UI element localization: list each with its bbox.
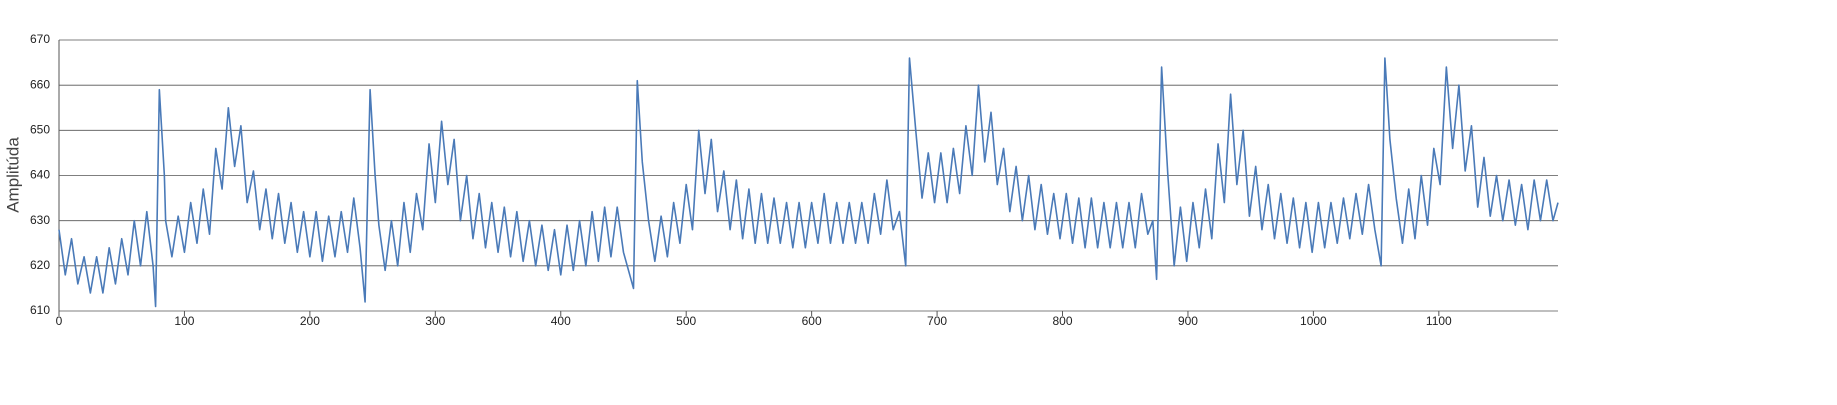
x-tick-label: 400	[551, 314, 571, 328]
y-tick-label: 630	[30, 213, 50, 227]
y-tick-label: 640	[30, 168, 50, 182]
x-tick-label: 500	[676, 314, 696, 328]
y-tick-label: 650	[30, 123, 50, 137]
x-tick-label: 0	[56, 314, 63, 328]
x-tick-label: 1100	[1426, 314, 1452, 328]
x-tick-label: 300	[425, 314, 445, 328]
line	[58, 57, 1559, 308]
x-tick-label: 600	[802, 314, 822, 328]
x-tick-label: 100	[174, 314, 194, 328]
y-tick-label: 670	[30, 32, 50, 46]
x-tick-label: 200	[300, 314, 320, 328]
y-axis-label: Amplitúda	[3, 137, 22, 213]
y-tick-label: 660	[30, 77, 50, 91]
y-tick-label: 620	[30, 258, 50, 272]
x-tick-label: 900	[1178, 314, 1198, 328]
y-tick-label: 610	[30, 303, 50, 317]
x-tick-label: 700	[927, 314, 947, 328]
x-tick-label: 800	[1052, 314, 1072, 328]
x-tick-label: 1000	[1300, 314, 1327, 328]
